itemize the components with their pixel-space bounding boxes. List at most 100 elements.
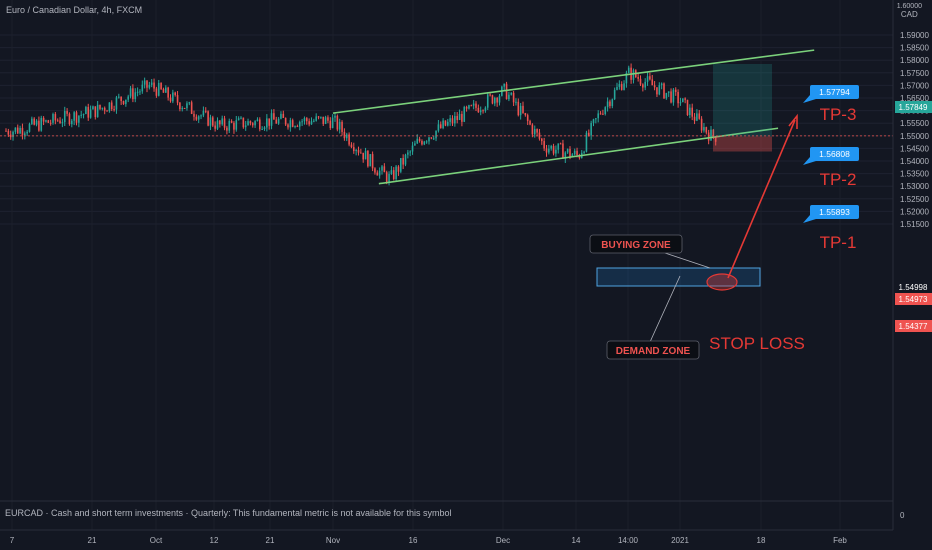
candle-body xyxy=(618,84,621,87)
candle-body xyxy=(454,116,456,124)
demand-zone-box[interactable] xyxy=(596,267,761,287)
stop-price-badge-text: 1.54377 xyxy=(899,322,928,331)
buying-zone-pointer xyxy=(664,252,711,269)
entry-price-badge[interactable] xyxy=(895,293,932,305)
candle-body xyxy=(341,121,343,132)
candle-body xyxy=(136,91,139,93)
grid xyxy=(0,34,893,225)
tp-price-bubble[interactable] xyxy=(810,205,859,219)
candle-body xyxy=(324,117,327,124)
candle-body xyxy=(266,118,268,128)
channel-upper-line[interactable] xyxy=(332,49,815,114)
candle-body xyxy=(338,121,341,130)
candle-body xyxy=(536,129,538,133)
candle-body xyxy=(291,120,294,127)
stop-loss-label: STOP LOSS xyxy=(709,334,805,353)
candle-body xyxy=(658,85,661,95)
candle-body xyxy=(682,98,684,103)
candle-body xyxy=(14,127,17,132)
candle-body xyxy=(644,81,646,88)
candle-body xyxy=(649,76,651,80)
candle-body xyxy=(230,121,233,123)
stop-price-badge[interactable] xyxy=(895,320,932,332)
candle-body xyxy=(512,92,515,103)
candle-body xyxy=(21,127,24,136)
tp-price-bubble[interactable] xyxy=(810,147,859,161)
candle-body xyxy=(157,82,160,96)
candle-body xyxy=(129,88,132,97)
candle-body xyxy=(689,107,691,116)
candle-body xyxy=(280,113,282,119)
entry-ellipse[interactable] xyxy=(706,273,738,291)
candle-body xyxy=(616,86,618,90)
candle-body xyxy=(141,84,144,92)
y-tick-label: 1.57500 xyxy=(900,69,929,78)
candle-body xyxy=(294,126,296,128)
candle-body xyxy=(273,113,275,120)
x-tick-label: 7 xyxy=(10,536,15,545)
candle-body xyxy=(696,113,698,121)
candle-body xyxy=(400,158,402,172)
candle-body xyxy=(531,124,534,135)
candle-body xyxy=(54,114,57,121)
candle-body xyxy=(108,102,111,111)
candle-body xyxy=(703,127,705,131)
x-tick-label: Dec xyxy=(496,536,510,545)
candle-body xyxy=(322,116,325,124)
candle-body xyxy=(59,120,61,124)
candle-body xyxy=(498,95,501,103)
tp-price-bubble-tail xyxy=(803,215,816,223)
candle-body xyxy=(28,123,31,132)
candle-body xyxy=(308,121,310,125)
candle-body xyxy=(402,158,404,165)
candle-body xyxy=(484,107,487,111)
candle-body xyxy=(517,101,520,116)
candle-body xyxy=(181,107,184,110)
buying-zone-label: BUYING ZONE xyxy=(601,240,671,251)
candle-body xyxy=(411,145,414,152)
tp-price-value: 1.56808 xyxy=(819,149,850,159)
y-tick-label: 1.51500 xyxy=(900,220,929,229)
target-arrow-line[interactable] xyxy=(727,119,796,279)
candle-body xyxy=(677,92,679,104)
candle-body xyxy=(667,91,670,93)
candle-body xyxy=(571,154,574,157)
y-tick-label: 1.58500 xyxy=(900,44,929,53)
y-tick-label: 1.52000 xyxy=(900,207,929,216)
candle-body xyxy=(705,127,708,133)
channel-lower-line[interactable] xyxy=(378,127,779,185)
candle-body xyxy=(71,120,73,125)
buying-zone-label-bg xyxy=(589,234,683,254)
candle-body xyxy=(508,94,510,100)
candle-body xyxy=(165,87,167,93)
candle-body xyxy=(334,115,336,118)
candle-body xyxy=(583,151,585,153)
current-price-badge[interactable] xyxy=(895,281,932,293)
candle-body xyxy=(127,96,129,100)
candle-body xyxy=(566,148,569,153)
candle-body xyxy=(477,107,480,113)
candle-body xyxy=(505,83,508,100)
target-arrow-head[interactable] xyxy=(788,113,798,129)
candle-body xyxy=(529,121,531,125)
candle-body xyxy=(686,99,689,116)
target-zone[interactable] xyxy=(713,64,772,137)
candle-body xyxy=(503,83,505,87)
stop-zone[interactable] xyxy=(713,136,772,152)
tp-price-bubble[interactable] xyxy=(810,85,859,99)
candle-body xyxy=(609,101,611,107)
fundamental-note: EURCAD · Cash and short term investments… xyxy=(5,508,452,518)
candle-body xyxy=(590,122,592,136)
candle-body xyxy=(390,170,393,174)
candle-body xyxy=(627,67,630,73)
y-tick-label: 1.55500 xyxy=(900,119,929,128)
candle-body xyxy=(376,172,379,176)
candle-body xyxy=(371,154,374,169)
tp-label: TP-1 xyxy=(820,233,857,252)
x-tick-label: 14 xyxy=(572,536,581,545)
candle-body xyxy=(89,109,92,118)
candle-body xyxy=(550,146,552,149)
target-price-badge[interactable] xyxy=(895,101,932,113)
